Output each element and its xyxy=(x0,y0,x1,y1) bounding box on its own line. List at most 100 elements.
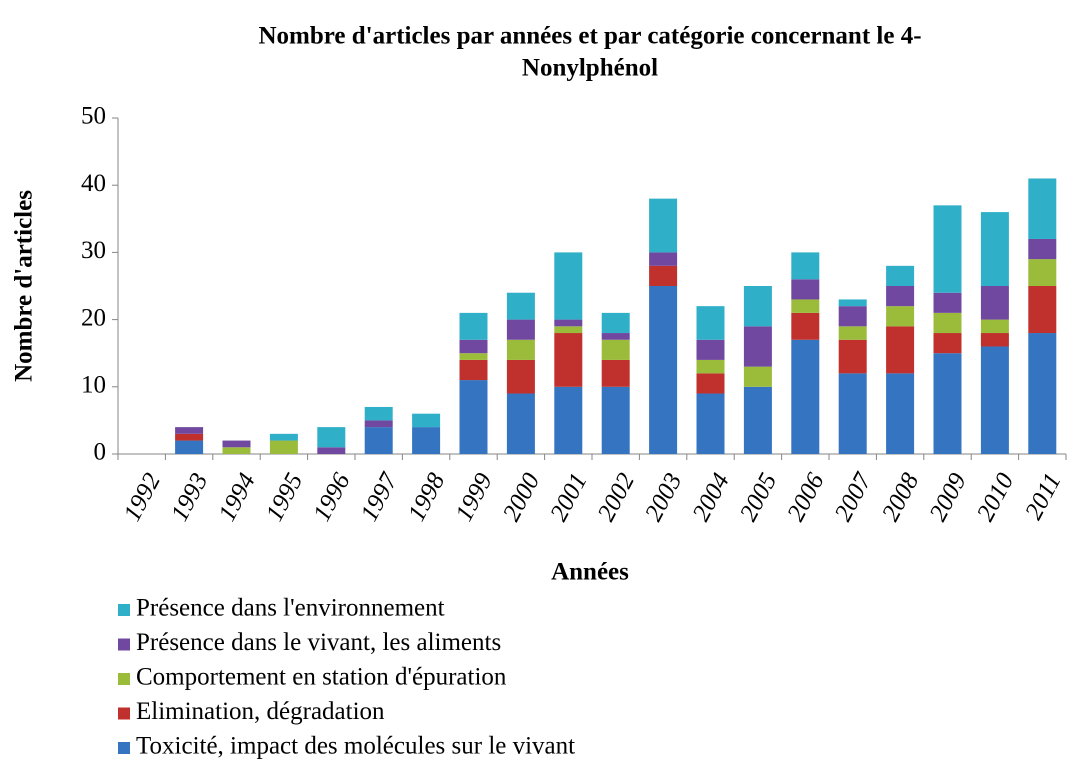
bar-segment xyxy=(696,393,725,454)
x-tick-label: 2009 xyxy=(925,468,973,525)
bar-segment xyxy=(601,386,630,454)
y-tick-label: 0 xyxy=(94,439,107,466)
bar-segment xyxy=(317,447,346,454)
bar-segment xyxy=(222,447,251,454)
bar-segment xyxy=(364,420,393,428)
y-tick-label: 30 xyxy=(81,237,106,264)
bar-segment xyxy=(838,373,867,454)
bar-segment xyxy=(506,292,535,320)
bar-segment xyxy=(364,427,393,454)
bar-segment xyxy=(459,359,488,381)
y-tick-label: 40 xyxy=(81,170,106,197)
bar-segment xyxy=(269,433,298,441)
legend-swatch xyxy=(118,604,130,616)
bar-segment xyxy=(459,353,488,360)
bar-segment xyxy=(364,406,393,421)
legend-label: Présence dans l'environnement xyxy=(136,595,445,622)
bar-segment xyxy=(649,286,678,454)
bar-segment xyxy=(222,440,251,448)
bar-segment xyxy=(791,339,820,454)
bar-segment xyxy=(838,299,867,307)
bar-segment xyxy=(743,366,772,387)
bar-segment xyxy=(886,326,915,374)
bar-segment xyxy=(980,319,1009,334)
bar-segment xyxy=(601,339,630,360)
bar-segment xyxy=(791,279,820,300)
bar-segment xyxy=(886,265,915,286)
bar-segment xyxy=(743,286,772,327)
bar-segment xyxy=(933,292,962,313)
bar-segment xyxy=(317,427,346,448)
bar-segment xyxy=(696,359,725,374)
bar-segment xyxy=(506,393,535,454)
x-tick-label: 2000 xyxy=(498,468,546,525)
y-tick-label: 20 xyxy=(81,304,106,331)
bar-segment xyxy=(554,319,583,327)
bar-segment xyxy=(791,299,820,313)
bar-segment xyxy=(743,386,772,454)
bar-segment xyxy=(980,286,1009,320)
bar-segment xyxy=(506,359,535,394)
legend-swatch xyxy=(118,742,130,754)
x-tick-label: 1996 xyxy=(308,468,356,525)
x-tick-label: 2011 xyxy=(1020,469,1066,524)
bar-segment xyxy=(175,433,204,441)
bar-segment xyxy=(980,212,1009,286)
bar-segment xyxy=(554,326,583,334)
bar-segment xyxy=(459,312,488,340)
bar-segment xyxy=(554,252,583,320)
bar-segment xyxy=(696,373,725,394)
bar-segment xyxy=(412,427,441,454)
bar-segment xyxy=(649,198,678,253)
chart-title: Nombre d'articles par années et par caté… xyxy=(258,23,921,50)
legend-label: Toxicité, impact des molécules sur le vi… xyxy=(136,733,575,760)
legend-swatch xyxy=(118,707,130,720)
legend-label: Elimination, dégradation xyxy=(136,698,385,725)
bar-segment xyxy=(933,353,962,454)
bar-segment xyxy=(459,380,488,454)
bar-segment xyxy=(791,312,820,340)
bar-segment xyxy=(838,339,867,374)
bar-segment xyxy=(506,319,535,340)
bar-segment xyxy=(886,286,915,307)
bar-segment xyxy=(980,346,1009,454)
bar-segment xyxy=(506,339,535,360)
x-tick-label: 2010 xyxy=(972,468,1020,525)
bar-segment xyxy=(175,427,204,434)
legend-swatch xyxy=(118,638,130,651)
bar-segment xyxy=(933,205,962,293)
x-tick-label: 1999 xyxy=(451,468,499,525)
bar-segment xyxy=(743,326,772,367)
bar-segment xyxy=(933,312,962,334)
bar-segment xyxy=(886,373,915,454)
bar-segment xyxy=(1028,238,1057,260)
x-tick-label: 2002 xyxy=(593,469,640,526)
x-tick-label: 2003 xyxy=(640,469,687,526)
x-tick-label: 1992 xyxy=(119,469,166,526)
bar-segment xyxy=(933,333,962,354)
legend-label: Comportement en station d'épuration xyxy=(136,664,507,691)
bar-segment xyxy=(1028,259,1057,286)
x-tick-label: 2006 xyxy=(782,468,830,525)
bar-segment xyxy=(1028,333,1057,454)
x-tick-label: 1993 xyxy=(166,469,213,526)
x-axis-label: Années xyxy=(551,559,629,586)
x-tick-label: 2008 xyxy=(877,468,925,525)
bar-segment xyxy=(175,440,204,454)
x-tick-label: 2005 xyxy=(735,469,782,526)
bar-segment xyxy=(601,312,630,334)
bar-segment xyxy=(791,252,820,280)
bar-segment xyxy=(980,333,1009,347)
bar-segment xyxy=(601,333,630,340)
legend-label: Présence dans le vivant, les aliments xyxy=(136,629,501,656)
bar-segment xyxy=(649,265,678,286)
x-tick-label: 1995 xyxy=(261,469,308,526)
bar-segment xyxy=(886,306,915,327)
bar-segment xyxy=(838,326,867,340)
bar-segment xyxy=(838,306,867,327)
bar-segment xyxy=(412,413,441,428)
bar-segment xyxy=(269,440,298,454)
x-tick-label: 2001 xyxy=(545,469,592,526)
x-tick-label: 1997 xyxy=(356,468,404,526)
